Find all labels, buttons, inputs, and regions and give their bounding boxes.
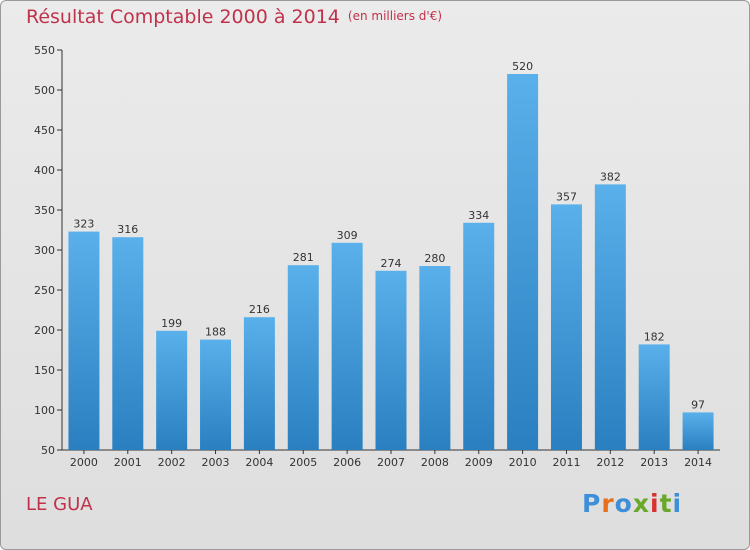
logo-letter: r <box>601 489 615 518</box>
data-label: 316 <box>117 223 138 236</box>
chart-title-text: Résultat Comptable 2000 à 2014 <box>26 6 340 28</box>
bar <box>243 317 275 450</box>
data-label: 97 <box>691 398 705 411</box>
x-tick-label: 2009 <box>465 456 493 469</box>
data-label: 216 <box>249 303 270 316</box>
data-label: 334 <box>468 209 489 222</box>
x-tick-label: 2008 <box>421 456 449 469</box>
chart-title: Résultat Comptable 2000 à 2014 (en millie… <box>26 6 442 28</box>
data-label: 274 <box>381 257 402 270</box>
place-name: LE GUA <box>26 494 93 515</box>
x-tick-label: 2010 <box>509 456 537 469</box>
y-tick-label: 150 <box>34 364 55 377</box>
x-tick-label: 2005 <box>289 456 317 469</box>
y-tick-label: 50 <box>41 444 55 457</box>
x-tick-label: 2006 <box>333 456 361 469</box>
data-label: 309 <box>337 229 358 242</box>
bar <box>68 231 100 450</box>
chart-subtitle: (en milliers d'€) <box>347 9 443 23</box>
data-label: 280 <box>424 252 445 265</box>
x-tick-label: 2011 <box>552 456 580 469</box>
x-tick-label: 2002 <box>158 456 186 469</box>
bar <box>419 266 451 450</box>
data-label: 199 <box>161 317 182 330</box>
proxiti-logo: Proxiti <box>582 489 682 518</box>
bar <box>200 339 232 450</box>
logo-letter: t <box>659 489 673 518</box>
x-tick-label: 2001 <box>114 456 142 469</box>
bar <box>287 265 319 450</box>
y-tick-label: 300 <box>34 244 55 257</box>
bar <box>638 344 670 450</box>
data-label: 281 <box>293 251 314 264</box>
bar <box>331 242 363 450</box>
x-tick-label: 2000 <box>70 456 98 469</box>
bar <box>594 184 626 450</box>
bar <box>375 270 407 450</box>
y-tick-label: 200 <box>34 324 55 337</box>
x-tick-label: 2014 <box>684 456 712 469</box>
y-tick-label: 400 <box>34 164 55 177</box>
logo-letter: o <box>614 489 633 518</box>
bar <box>507 74 539 450</box>
data-label: 188 <box>205 326 226 339</box>
y-tick-label: 100 <box>34 404 55 417</box>
y-tick-label: 500 <box>34 84 55 97</box>
y-tick-label: 250 <box>34 284 55 297</box>
bar <box>112 237 144 450</box>
logo-letter: x <box>632 489 650 518</box>
bar <box>463 222 495 450</box>
logo-letter: i <box>672 489 683 518</box>
data-label: 323 <box>73 218 94 231</box>
data-label: 520 <box>512 60 533 73</box>
x-tick-label: 2012 <box>596 456 624 469</box>
x-tick-label: 2003 <box>202 456 230 469</box>
bar <box>550 204 582 450</box>
x-tick-label: 2007 <box>377 456 405 469</box>
y-tick-label: 550 <box>34 44 55 57</box>
logo-letter: i <box>650 489 660 518</box>
logo-letter: P <box>582 489 602 518</box>
bar <box>156 330 188 450</box>
data-label: 182 <box>644 330 665 343</box>
data-label: 382 <box>600 170 621 183</box>
y-tick-label: 450 <box>34 124 55 137</box>
y-tick-label: 350 <box>34 204 55 217</box>
bar <box>682 412 714 450</box>
x-tick-label: 2004 <box>245 456 273 469</box>
x-tick-label: 2013 <box>640 456 668 469</box>
data-label: 357 <box>556 190 577 203</box>
